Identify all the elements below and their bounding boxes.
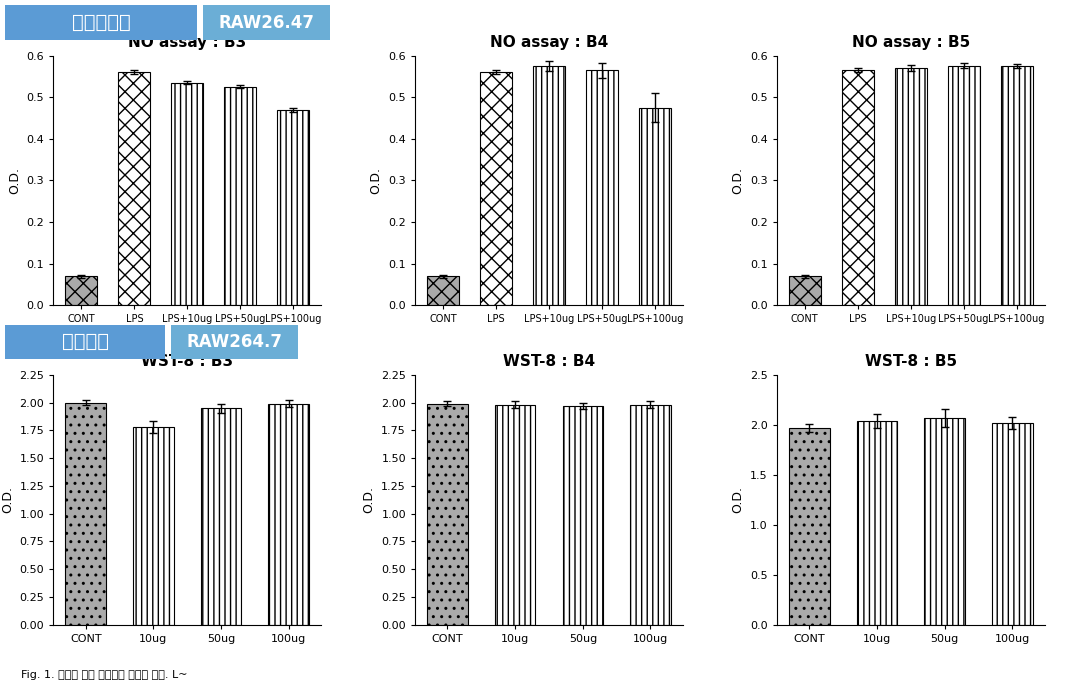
Text: Fig. 1. 알팔파 뿌리 추출물의 항염증 효과. L~: Fig. 1. 알팔파 뿌리 추출물의 항염증 효과. L~: [21, 670, 188, 680]
Y-axis label: O.D.: O.D.: [362, 486, 375, 513]
Title: NO assay : B4: NO assay : B4: [490, 35, 608, 50]
Bar: [789, 428, 829, 625]
Text: 항염증효과: 항염증효과: [71, 13, 131, 32]
Bar: [789, 276, 821, 305]
Bar: [991, 423, 1033, 625]
Bar: [65, 403, 107, 625]
Y-axis label: O.D.: O.D.: [731, 167, 744, 194]
FancyBboxPatch shape: [203, 6, 330, 40]
FancyBboxPatch shape: [171, 325, 298, 359]
Bar: [65, 276, 97, 305]
Y-axis label: O.D.: O.D.: [1, 486, 14, 513]
Bar: [224, 87, 256, 305]
Text: 세포독성: 세포독성: [62, 332, 109, 351]
Bar: [269, 404, 309, 625]
Text: RAW264.7: RAW264.7: [187, 333, 282, 350]
FancyBboxPatch shape: [5, 325, 165, 359]
Bar: [533, 66, 565, 305]
Title: WST-8 : B4: WST-8 : B4: [503, 355, 595, 369]
Bar: [277, 110, 309, 305]
Text: RAW26.47: RAW26.47: [219, 14, 314, 31]
Bar: [894, 68, 926, 305]
Title: WST-8 : B3: WST-8 : B3: [141, 355, 233, 369]
Title: NO assay : B5: NO assay : B5: [852, 35, 970, 50]
Bar: [639, 108, 671, 305]
Bar: [924, 418, 965, 625]
Bar: [842, 70, 874, 305]
Y-axis label: O.D.: O.D.: [7, 167, 21, 194]
Bar: [133, 427, 174, 625]
Bar: [1001, 66, 1033, 305]
Title: WST-8 : B5: WST-8 : B5: [865, 355, 957, 369]
Y-axis label: O.D.: O.D.: [731, 486, 744, 513]
Bar: [172, 83, 204, 305]
Bar: [480, 72, 512, 305]
Bar: [630, 405, 671, 625]
Bar: [118, 72, 150, 305]
Bar: [427, 404, 468, 625]
Bar: [200, 408, 241, 625]
Bar: [427, 276, 459, 305]
Bar: [857, 421, 898, 625]
Bar: [495, 405, 535, 625]
Bar: [948, 66, 980, 305]
Y-axis label: O.D.: O.D.: [370, 167, 383, 194]
FancyBboxPatch shape: [5, 6, 197, 40]
Title: NO assay : B3: NO assay : B3: [128, 35, 246, 50]
Bar: [563, 406, 603, 625]
Bar: [586, 70, 618, 305]
